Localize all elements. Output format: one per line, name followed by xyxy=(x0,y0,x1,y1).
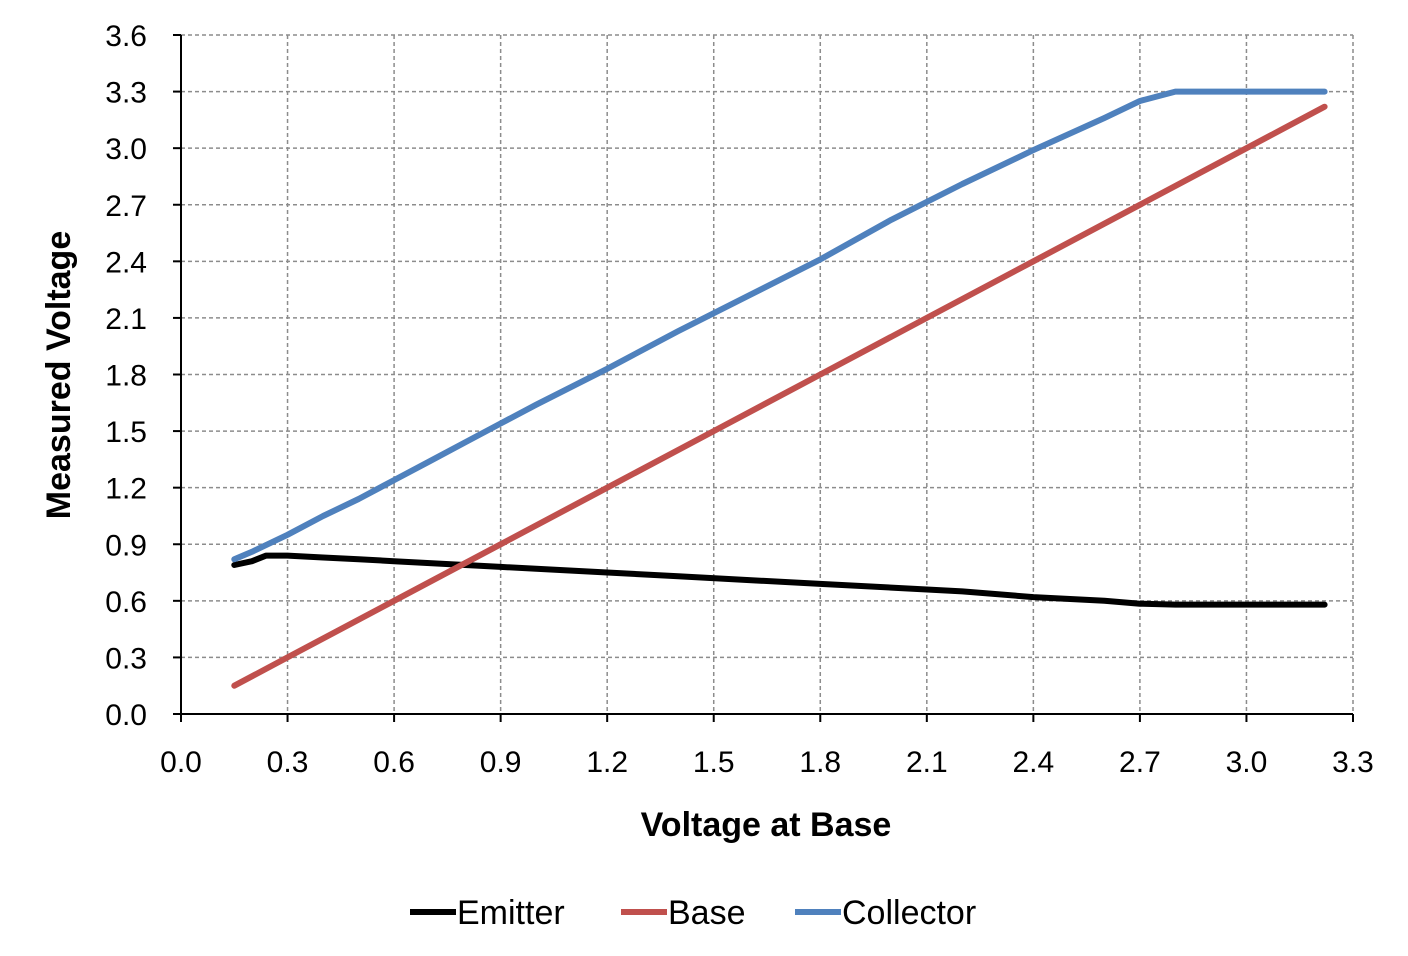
grid xyxy=(181,34,1354,714)
x-tick-label: 1.5 xyxy=(693,746,735,779)
y-tick-labels: 0.0 0.3 0.6 0.9 1.2 1.5 1.8 2.1 2.4 2.7 3.0 3.3 3.6 xyxy=(105,20,147,732)
y-tick-label: 2.1 xyxy=(105,303,147,336)
y-tick-label: 3.3 xyxy=(105,77,147,110)
y-tick-label: 3.6 xyxy=(105,20,147,53)
x-tick-labels: 0.0 0.3 0.6 0.9 1.2 1.5 1.8 2.1 2.4 2.7 3.0 3.3 xyxy=(160,746,1374,779)
y-tick-label: 1.5 xyxy=(105,416,147,449)
series-lines xyxy=(231,88,1328,689)
y-tick-label: 0.3 xyxy=(105,642,147,675)
x-tick-label: 0.0 xyxy=(160,746,202,779)
y-tick-label: 1.2 xyxy=(105,473,147,506)
x-tick-label: 1.2 xyxy=(586,746,628,779)
legend-label-base: Base xyxy=(668,894,746,932)
series-line-emitter xyxy=(231,552,1328,608)
y-tick-label: 0.9 xyxy=(105,529,147,562)
x-tick-label: 2.7 xyxy=(1119,746,1161,779)
x-tick-label: 3.0 xyxy=(1226,746,1268,779)
x-tick-label: 0.3 xyxy=(267,746,309,779)
x-tick-label: 0.9 xyxy=(480,746,522,779)
x-tick-label: 2.1 xyxy=(906,746,948,779)
axes xyxy=(173,34,1354,722)
x-tick-label: 0.6 xyxy=(373,746,415,779)
y-tick-label: 0.6 xyxy=(105,586,147,619)
y-tick-label: 2.4 xyxy=(105,246,147,279)
x-axis-title: Voltage at Base xyxy=(641,806,892,844)
legend: Emitter Base Collector xyxy=(410,894,976,932)
y-axis-title: Measured Voltage xyxy=(40,231,78,519)
legend-label-emitter: Emitter xyxy=(457,894,565,932)
x-tick-label: 3.3 xyxy=(1332,746,1374,779)
x-tick-label: 1.8 xyxy=(799,746,841,779)
y-tick-label: 3.0 xyxy=(105,133,147,166)
y-tick-label: 2.7 xyxy=(105,190,147,223)
series-line-base xyxy=(231,103,1328,689)
legend-label-collector: Collector xyxy=(842,894,976,932)
series-line-collector xyxy=(231,88,1328,563)
y-tick-label: 1.8 xyxy=(105,360,147,393)
y-tick-label: 0.0 xyxy=(105,699,147,732)
x-tick-label: 2.4 xyxy=(1013,746,1055,779)
